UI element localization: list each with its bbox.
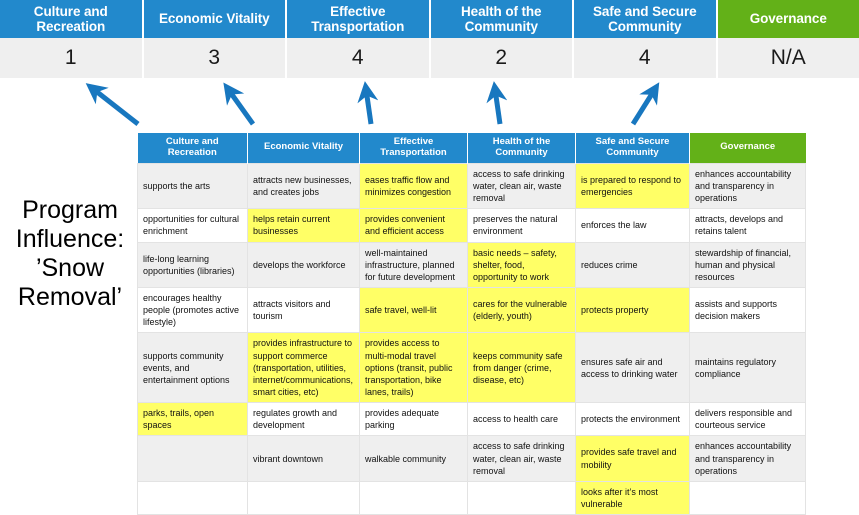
matrix-cell[interactable]: preserves the natural environment [468,209,576,242]
scorecard-value-culture-and-recreation: 1 [0,38,144,78]
matrix-cell[interactable] [138,481,248,514]
blue-arrow-icon-3 [366,89,371,124]
table-row: supports community events, and entertain… [138,333,806,403]
matrix-cell[interactable]: provides safe travel and mobility [576,436,690,481]
blue-arrow-icon-5 [633,89,655,124]
scorecard-value-effective-transportation: 4 [287,38,431,78]
matrix-cell[interactable]: attracts, develops and retains talent [690,209,806,242]
matrix-cell[interactable]: well-maintained infrastructure, planned … [360,242,468,287]
program-influence-caption: Program Influence: ’Snow Removal’ [6,196,134,312]
matrix-cell[interactable]: protects the environment [576,403,690,436]
matrix-cell[interactable]: access to safe drinking water, clean air… [468,436,576,481]
matrix-cell[interactable]: protects property [576,287,690,332]
matrix-cell[interactable]: develops the workforce [248,242,360,287]
scorecard-header-governance[interactable]: Governance [718,0,859,38]
matrix-cell[interactable] [468,481,576,514]
matrix-header-health-of-the-community[interactable]: Health of the Community [468,133,576,163]
matrix-cell[interactable]: life-long learning opportunities (librar… [138,242,248,287]
matrix-header-economic-vitality[interactable]: Economic Vitality [248,133,360,163]
scorecard-value-economic-vitality: 3 [144,38,288,78]
scorecard-header-effective-transportation[interactable]: Effective Transportation [287,0,431,38]
matrix-cell[interactable]: access to safe drinking water, clean air… [468,163,576,208]
caption-line-4: Removal’ [6,283,134,312]
matrix-cell[interactable]: cares for the vulnerable (elderly, youth… [468,287,576,332]
matrix-cell[interactable] [248,481,360,514]
matrix-cell[interactable]: stewardship of financial, human and phys… [690,242,806,287]
matrix-cell[interactable]: eases traffic flow and minimizes congest… [360,163,468,208]
matrix-cell[interactable]: looks after it’s most vulnerable [576,481,690,514]
matrix-cell[interactable]: delivers responsible and courteous servi… [690,403,806,436]
matrix-header-safe-and-secure-community[interactable]: Safe and Secure Community [576,133,690,163]
matrix-cell[interactable]: access to health care [468,403,576,436]
matrix-cell[interactable]: supports community events, and entertain… [138,333,248,403]
matrix-cell[interactable]: enhances accountability and transparency… [690,163,806,208]
scorecard-value-governance: N/A [718,38,859,78]
scorecard-header-economic-vitality[interactable]: Economic Vitality [144,0,288,38]
matrix-cell[interactable] [690,481,806,514]
matrix-cell[interactable]: safe travel, well-lit [360,287,468,332]
matrix-cell[interactable]: is prepared to respond to emergencies [576,163,690,208]
scorecard-value-row: 1 3 4 2 4 N/A [0,38,859,78]
matrix-cell[interactable]: enforces the law [576,209,690,242]
matrix-cell[interactable]: ensures safe air and access to drinking … [576,333,690,403]
matrix-cell[interactable]: vibrant downtown [248,436,360,481]
matrix-cell[interactable]: maintains regulatory compliance [690,333,806,403]
scorecard-header-culture-and-recreation[interactable]: Culture and Recreation [0,0,144,38]
scorecard-header-row: Culture and Recreation Economic Vitality… [0,0,859,38]
blue-arrow-icon-4 [495,89,500,124]
scorecard-value-safe-and-secure-community: 4 [574,38,718,78]
matrix-header-row: Culture and Recreation Economic Vitality… [138,133,806,163]
matrix-cell[interactable]: parks, trails, open spaces [138,403,248,436]
blue-arrow-icon-2 [228,89,253,124]
matrix-cell[interactable]: regulates growth and development [248,403,360,436]
matrix-cell[interactable]: helps retain current businesses [248,209,360,242]
table-row: looks after it’s most vulnerable [138,481,806,514]
matrix-cell[interactable]: provides infrastructure to support comme… [248,333,360,403]
matrix-cell[interactable]: keeps community safe from danger (crime,… [468,333,576,403]
matrix-cell[interactable]: provides convenient and efficient access [360,209,468,242]
matrix-cell[interactable]: enhances accountability and transparency… [690,436,806,481]
influence-matrix-table: Culture and Recreation Economic Vitality… [137,133,806,515]
caption-line-1: Program [6,196,134,225]
matrix-header-culture-and-recreation[interactable]: Culture and Recreation [138,133,248,163]
table-row: life-long learning opportunities (librar… [138,242,806,287]
matrix-cell[interactable]: opportunities for cultural enrichment [138,209,248,242]
matrix-cell[interactable]: walkable community [360,436,468,481]
matrix-cell[interactable]: basic needs – safety, shelter, food, opp… [468,242,576,287]
matrix-cell[interactable]: supports the arts [138,163,248,208]
blue-arrow-icon-1 [92,88,138,124]
matrix-cell[interactable] [138,436,248,481]
matrix-header-effective-transportation[interactable]: Effective Transportation [360,133,468,163]
scorecard-band: Culture and Recreation Economic Vitality… [0,0,859,78]
matrix-cell[interactable]: assists and supports decision makers [690,287,806,332]
scorecard-header-safe-and-secure-community[interactable]: Safe and Secure Community [574,0,718,38]
scorecard-header-health-of-the-community[interactable]: Health of the Community [431,0,575,38]
matrix-cell[interactable] [360,481,468,514]
matrix-cell[interactable]: attracts new businesses, and creates job… [248,163,360,208]
matrix-cell[interactable]: encourages healthy people (promotes acti… [138,287,248,332]
matrix-cell[interactable]: reduces crime [576,242,690,287]
matrix-header-governance[interactable]: Governance [690,133,806,163]
matrix-cell[interactable]: attracts visitors and tourism [248,287,360,332]
matrix-cell[interactable]: provides access to multi-modal travel op… [360,333,468,403]
scorecard-value-health-of-the-community: 2 [431,38,575,78]
matrix-cell[interactable]: provides adequate parking [360,403,468,436]
caption-line-2: Influence: [6,225,134,254]
table-row: encourages healthy people (promotes acti… [138,287,806,332]
caption-line-3: ’Snow [6,254,134,283]
